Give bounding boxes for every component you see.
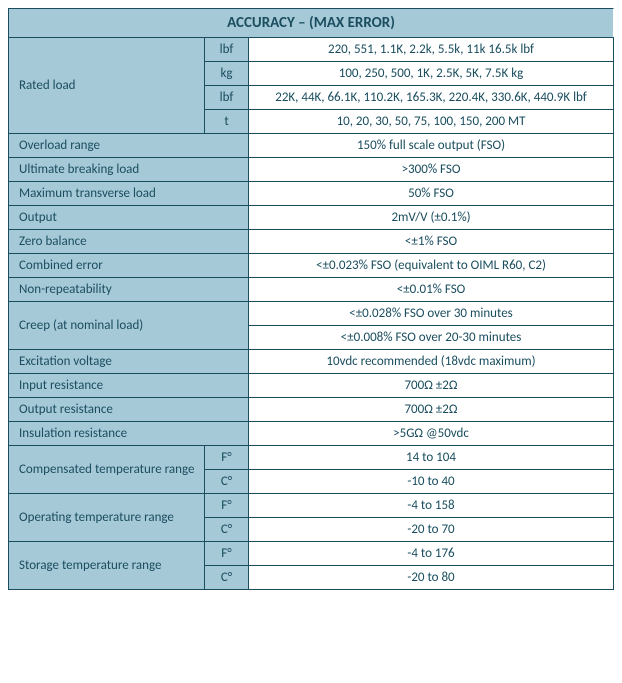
- value-cell: 22K, 44K, 66.1K, 110.2K, 165.3K, 220.4K,…: [249, 86, 614, 110]
- table-row: Compensated temperature rangeF°14 to 104: [9, 446, 614, 470]
- table-row: Rated loadlbf220, 551, 1.1K, 2.2k, 5.5k,…: [9, 38, 614, 62]
- value-cell: 150% full scale output (FSO): [249, 134, 614, 158]
- row-label: Input resistance: [9, 374, 249, 398]
- table-row: Output2mV/V (±0.1%): [9, 206, 614, 230]
- unit-cell: F°: [205, 494, 249, 518]
- value-cell: 2mV/V (±0.1%): [249, 206, 614, 230]
- table-row: Combined error<±0.023% FSO (equivalent t…: [9, 254, 614, 278]
- value-cell: 10, 20, 30, 50, 75, 100, 150, 200 MT: [249, 110, 614, 134]
- row-label: Compensated temperature range: [9, 446, 205, 494]
- row-label: Output: [9, 206, 249, 230]
- value-cell: -10 to 40: [249, 470, 614, 494]
- spec-table: Rated loadlbf220, 551, 1.1K, 2.2k, 5.5k,…: [8, 37, 614, 590]
- value-cell: 100, 250, 500, 1K, 2.5K, 5K, 7.5K kg: [249, 62, 614, 86]
- value-cell: <±0.008% FSO over 20-30 minutes: [249, 326, 614, 350]
- table-row: Input resistance700Ω ±2Ω: [9, 374, 614, 398]
- value-cell: 220, 551, 1.1K, 2.2k, 5.5k, 11k 16.5k lb…: [249, 38, 614, 62]
- table-row: Zero balance<±1% FSO: [9, 230, 614, 254]
- row-label: Rated load: [9, 38, 205, 134]
- spec-table-container: ACCURACY – (MAX ERROR) Rated loadlbf220,…: [8, 8, 614, 590]
- unit-cell: t: [205, 110, 249, 134]
- row-label: Overload range: [9, 134, 249, 158]
- table-row: Ultimate breaking load>300% FSO: [9, 158, 614, 182]
- unit-cell: lbf: [205, 86, 249, 110]
- unit-cell: C°: [205, 470, 249, 494]
- table-title: ACCURACY – (MAX ERROR): [8, 8, 614, 37]
- row-label: Storage temperature range: [9, 542, 205, 590]
- table-row: Creep (at nominal load)<±0.028% FSO over…: [9, 302, 614, 326]
- value-cell: <±0.023% FSO (equivalent to OIML R60, C2…: [249, 254, 614, 278]
- value-cell: <±1% FSO: [249, 230, 614, 254]
- unit-cell: C°: [205, 518, 249, 542]
- row-label: Creep (at nominal load): [9, 302, 249, 350]
- value-cell: -20 to 80: [249, 566, 614, 590]
- table-row: Maximum transverse load50% FSO: [9, 182, 614, 206]
- value-cell: <±0.01% FSO: [249, 278, 614, 302]
- value-cell: -4 to 158: [249, 494, 614, 518]
- row-label: Non-repeatability: [9, 278, 249, 302]
- row-label: Excitation voltage: [9, 350, 249, 374]
- value-cell: >5GΩ @50vdc: [249, 422, 614, 446]
- value-cell: 50% FSO: [249, 182, 614, 206]
- value-cell: 10vdc recommended (18vdc maximum): [249, 350, 614, 374]
- unit-cell: C°: [205, 566, 249, 590]
- row-label: Operating temperature range: [9, 494, 205, 542]
- table-row: Operating temperature rangeF°-4 to 158: [9, 494, 614, 518]
- table-row: Non-repeatability<±0.01% FSO: [9, 278, 614, 302]
- table-row: Output resistance700Ω ±2Ω: [9, 398, 614, 422]
- value-cell: -4 to 176: [249, 542, 614, 566]
- value-cell: 700Ω ±2Ω: [249, 374, 614, 398]
- row-label: Output resistance: [9, 398, 249, 422]
- unit-cell: F°: [205, 446, 249, 470]
- row-label: Ultimate breaking load: [9, 158, 249, 182]
- value-cell: 14 to 104: [249, 446, 614, 470]
- unit-cell: lbf: [205, 38, 249, 62]
- row-label: Insulation resistance: [9, 422, 249, 446]
- unit-cell: kg: [205, 62, 249, 86]
- table-row: Insulation resistance>5GΩ @50vdc: [9, 422, 614, 446]
- row-label: Maximum transverse load: [9, 182, 249, 206]
- value-cell: <±0.028% FSO over 30 minutes: [249, 302, 614, 326]
- table-row: Excitation voltage10vdc recommended (18v…: [9, 350, 614, 374]
- value-cell: >300% FSO: [249, 158, 614, 182]
- unit-cell: F°: [205, 542, 249, 566]
- table-row: Overload range150% full scale output (FS…: [9, 134, 614, 158]
- value-cell: -20 to 70: [249, 518, 614, 542]
- table-row: Storage temperature rangeF°-4 to 176: [9, 542, 614, 566]
- row-label: Combined error: [9, 254, 249, 278]
- row-label: Zero balance: [9, 230, 249, 254]
- value-cell: 700Ω ±2Ω: [249, 398, 614, 422]
